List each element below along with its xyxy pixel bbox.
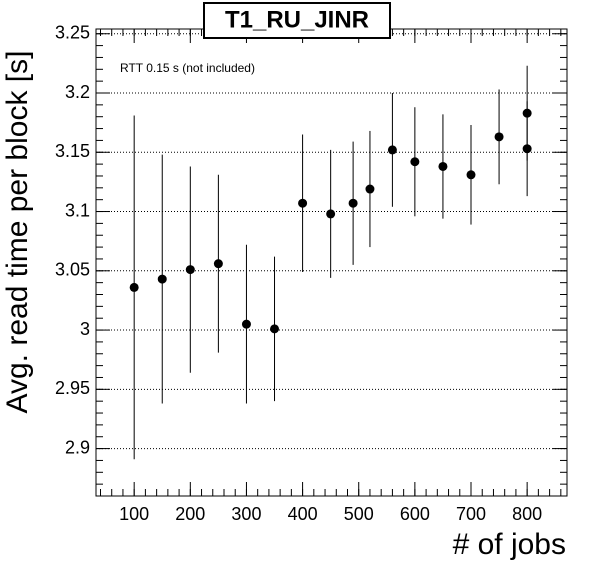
data-point bbox=[387, 145, 397, 155]
data-point bbox=[348, 198, 358, 208]
data-point bbox=[129, 282, 139, 292]
y-tick-label: 3.25 bbox=[55, 22, 90, 42]
title-box bbox=[203, 2, 391, 39]
x-tick-label: 300 bbox=[231, 504, 261, 524]
chart-title: T1_RU_JINR bbox=[225, 6, 369, 33]
data-point bbox=[241, 319, 251, 329]
x-tick-label: 600 bbox=[400, 504, 430, 524]
y-axis-title: Avg. read time per block [s] bbox=[1, 51, 34, 414]
y-tick-label: 3.2 bbox=[65, 82, 90, 102]
x-tick-label: 500 bbox=[344, 504, 374, 524]
y-tick-label: 3.05 bbox=[55, 260, 90, 280]
data-point bbox=[326, 209, 336, 219]
data-point bbox=[298, 198, 308, 208]
y-tick-label: 2.95 bbox=[55, 378, 90, 398]
y-tick-label: 3.15 bbox=[55, 141, 90, 161]
x-tick-label: 200 bbox=[175, 504, 205, 524]
data-point bbox=[365, 184, 375, 194]
x-tick-label: 800 bbox=[512, 504, 542, 524]
data-point bbox=[157, 274, 167, 284]
x-tick-label: 700 bbox=[456, 504, 486, 524]
data-point bbox=[522, 144, 532, 154]
data-point bbox=[466, 170, 476, 180]
data-point bbox=[213, 259, 223, 269]
x-axis-title: # of jobs bbox=[453, 528, 566, 561]
data-point bbox=[438, 161, 448, 171]
y-tick-label: 2.9 bbox=[65, 437, 90, 457]
data-point bbox=[410, 157, 420, 167]
data-point bbox=[270, 324, 280, 334]
data-point bbox=[185, 265, 195, 275]
annotation: RTT 0.15 s (not included) bbox=[120, 61, 255, 75]
plot-layer: 2.9 2.95 3 3.05 3.1 3.15 3.2 3.25 100 200 300 400 50… bbox=[55, 22, 567, 524]
y-tick-label: 3 bbox=[80, 319, 90, 339]
x-tick-label: 400 bbox=[288, 504, 318, 524]
x-tick-label: 100 bbox=[119, 504, 149, 524]
data-point bbox=[494, 132, 504, 142]
y-tick-label: 3.1 bbox=[65, 200, 90, 220]
plot-frame bbox=[95, 28, 568, 497]
